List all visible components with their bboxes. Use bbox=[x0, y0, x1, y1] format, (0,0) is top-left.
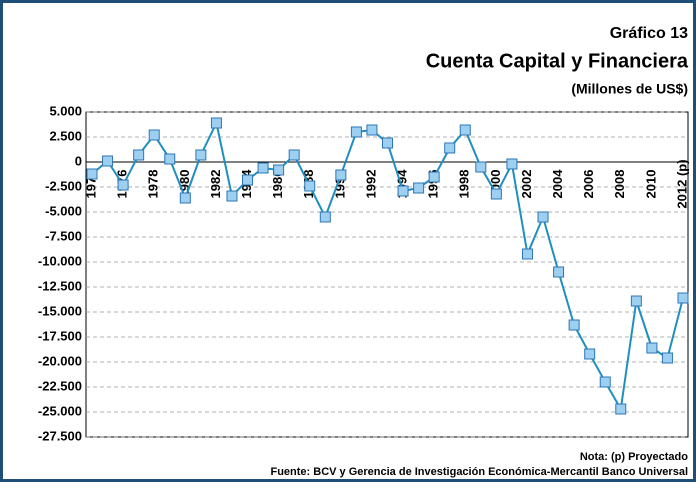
point bbox=[553, 266, 565, 278]
y-tick-label: -5.000 bbox=[45, 203, 82, 218]
point bbox=[661, 352, 673, 364]
x-tick-label: 1978 bbox=[146, 170, 161, 199]
x-tick-label: 2012 (p) bbox=[674, 159, 689, 208]
point bbox=[537, 211, 549, 223]
point bbox=[304, 180, 316, 192]
y-tick-label: 0 bbox=[75, 153, 82, 168]
x-tick-label: 2004 bbox=[550, 169, 565, 199]
y-tick-label: -22.500 bbox=[38, 378, 82, 393]
point bbox=[584, 348, 596, 360]
x-tick-label: 2008 bbox=[612, 170, 627, 199]
point bbox=[568, 319, 580, 331]
point bbox=[630, 295, 642, 307]
x-tick-label: 1982 bbox=[208, 170, 223, 199]
point bbox=[615, 403, 627, 415]
point bbox=[148, 129, 160, 141]
x-tick-label: 2010 bbox=[643, 170, 658, 199]
point bbox=[117, 179, 129, 191]
point bbox=[428, 171, 440, 183]
point bbox=[195, 149, 207, 161]
y-axis-label: (Millones de US$) bbox=[571, 81, 688, 97]
y-tick-label: -17.500 bbox=[38, 328, 82, 343]
point bbox=[242, 174, 254, 186]
point bbox=[444, 142, 456, 154]
chart-subtitle: Cuenta Capital y Financiera bbox=[426, 50, 689, 72]
chart-title: Gráfico 13 bbox=[610, 25, 688, 42]
point bbox=[490, 188, 502, 200]
point bbox=[506, 158, 518, 170]
source: Fuente: BCV y Gerencia de Investigación … bbox=[270, 466, 688, 478]
x-tick-label: 1998 bbox=[457, 170, 472, 199]
y-tick-label: -7.500 bbox=[45, 228, 82, 243]
point bbox=[335, 169, 347, 181]
x-tick-label: 2006 bbox=[581, 170, 596, 199]
point bbox=[366, 124, 378, 136]
point bbox=[273, 164, 285, 176]
y-tick-label: -27.500 bbox=[38, 428, 82, 443]
point bbox=[288, 149, 300, 161]
y-tick-label: -2.500 bbox=[45, 178, 82, 193]
point bbox=[210, 117, 222, 129]
y-tick-label: 5.000 bbox=[49, 103, 82, 118]
point bbox=[102, 155, 114, 167]
note: Nota: (p) Proyectado bbox=[580, 451, 688, 463]
y-tick-label: -20.000 bbox=[38, 353, 82, 368]
point bbox=[319, 211, 331, 223]
point bbox=[521, 248, 533, 260]
x-tick-label: 1992 bbox=[363, 170, 378, 199]
point bbox=[646, 342, 658, 354]
point bbox=[226, 190, 238, 202]
y-tick-label: -12.500 bbox=[38, 278, 82, 293]
point bbox=[133, 149, 145, 161]
point bbox=[413, 182, 425, 194]
y-tick-label: 2.500 bbox=[49, 128, 82, 143]
x-tick-label: 2002 bbox=[519, 170, 534, 199]
point bbox=[257, 162, 269, 174]
point bbox=[350, 126, 362, 138]
point bbox=[179, 192, 191, 204]
point bbox=[599, 376, 611, 388]
y-tick-label: -15.000 bbox=[38, 303, 82, 318]
point bbox=[164, 153, 176, 165]
point bbox=[475, 161, 487, 173]
point bbox=[86, 168, 98, 180]
point bbox=[382, 137, 393, 149]
point bbox=[459, 124, 471, 136]
y-tick-label: -25.000 bbox=[38, 403, 82, 418]
point bbox=[397, 185, 409, 197]
point bbox=[677, 292, 689, 304]
x-tick-label: 1986 bbox=[270, 170, 285, 199]
y-tick-label: -10.000 bbox=[38, 253, 82, 268]
